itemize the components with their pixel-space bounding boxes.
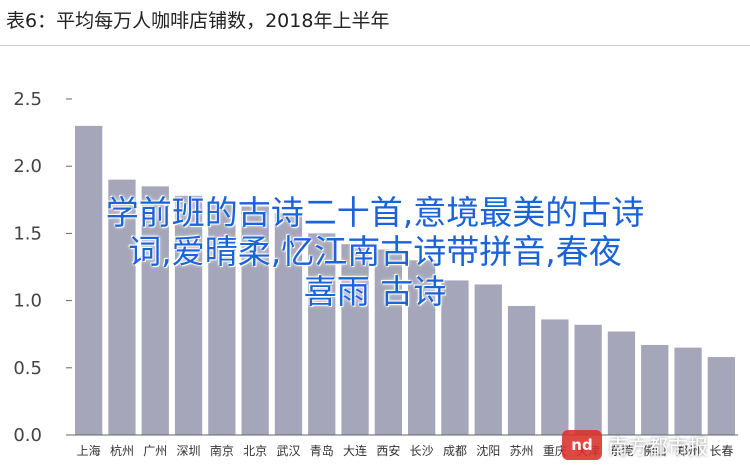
watermark-logo: nd (562, 430, 602, 460)
bar (241, 206, 269, 435)
x-tick-label: 沈阳 (476, 443, 500, 458)
bar (607, 331, 636, 435)
overlay-caption-line-3: 喜雨 古诗 (303, 272, 447, 311)
x-tick-label: 郑州 (676, 443, 700, 458)
bar (274, 213, 303, 435)
y-tick-label: 2.0 (13, 156, 42, 177)
bar (507, 305, 536, 435)
bar (108, 179, 136, 435)
x-tick-label: 苏州 (510, 444, 534, 458)
bar (74, 125, 103, 435)
bar (707, 357, 736, 435)
bar (474, 284, 502, 435)
x-tick-label: 武汉 (276, 444, 300, 458)
watermark-text: 南方都市报 (608, 434, 708, 459)
overlay-caption-line-2: 词,爱晴柔,忆江南古诗带拼音,春夜 (128, 232, 622, 271)
x-tick-label: 广州 (143, 444, 167, 458)
bar (674, 347, 702, 435)
bar (141, 186, 169, 435)
y-tick-label: 0.0 (13, 425, 42, 446)
x-tick-label: 佛山 (643, 444, 667, 458)
x-tick-label: 西安 (376, 443, 400, 458)
x-tick-label: 东莞 (609, 444, 633, 458)
bar (641, 344, 669, 435)
bar (541, 319, 569, 435)
x-tick-label: 长沙 (410, 444, 434, 458)
title-divider (0, 45, 750, 46)
bar (374, 249, 403, 435)
y-tick-label: 0.5 (13, 358, 42, 379)
x-tick-label: 青岛 (310, 443, 334, 458)
overlay-caption-line-1: 学前班的古诗二十首,意境最美的古诗 (105, 193, 645, 232)
bar (308, 233, 336, 435)
x-tick-label: 南京 (210, 443, 234, 458)
chart-title: 表6：平均每万人咖啡店铺数，2018年上半年 (6, 10, 390, 32)
x-tick-label: 大连 (343, 443, 367, 458)
x-tick-label: 重庆 (543, 444, 567, 458)
y-tick-label: 2.5 (13, 89, 42, 110)
watermark: nd 南方都市报 (562, 426, 708, 464)
x-tick-label: 深圳 (177, 444, 201, 458)
bar (574, 324, 602, 435)
x-tick-label: 北京 (243, 444, 267, 458)
x-tick-label: 杭州 (110, 443, 134, 458)
x-tick-label: 上海 (77, 443, 101, 458)
x-tick-label: 成都 (443, 444, 467, 458)
bar (174, 195, 203, 435)
bars-group (74, 125, 736, 435)
y-tick-label: 1.5 (13, 223, 42, 244)
x-tick-label: 长春 (709, 444, 733, 458)
bar (208, 202, 236, 435)
y-tick-label: 1.0 (13, 291, 42, 312)
bar (441, 280, 469, 435)
bar (407, 260, 436, 435)
bar (341, 244, 369, 435)
y-axis: 0.0 0.5 1.0 1.5 2.0 2.5 (13, 89, 72, 446)
